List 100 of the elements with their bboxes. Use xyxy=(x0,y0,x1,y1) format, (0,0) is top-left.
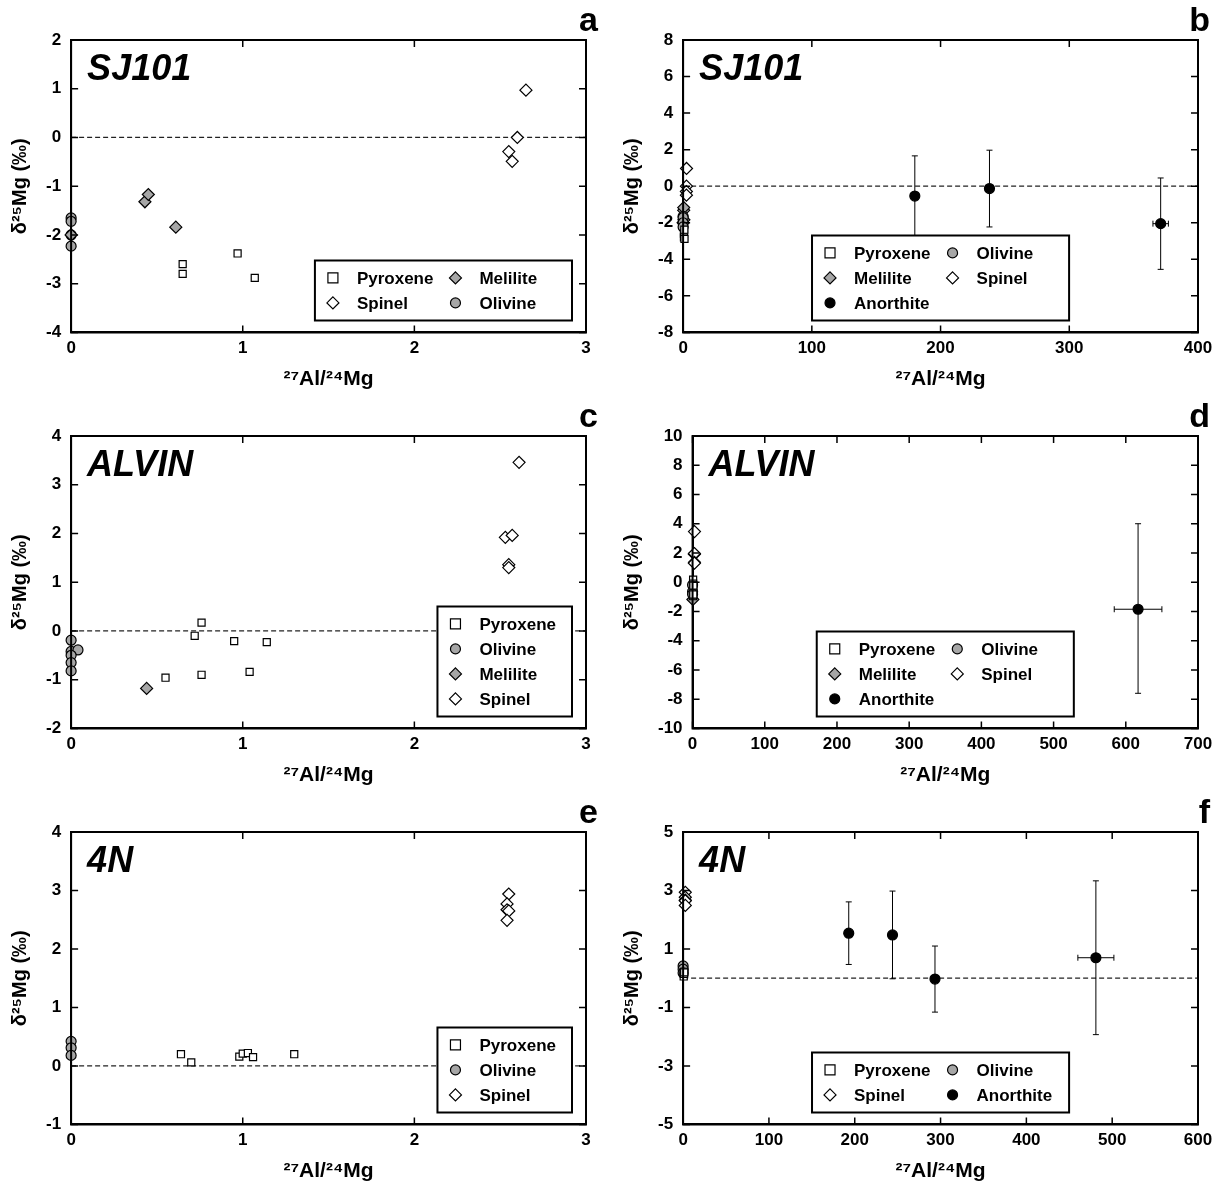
y-tick-label: 4 xyxy=(673,513,684,533)
x-tick-label: 2 xyxy=(409,734,420,754)
point xyxy=(843,927,855,939)
y-axis-title: δ²⁵Mg (‰) xyxy=(7,138,30,235)
y-tick-label: -4 xyxy=(45,322,62,342)
y-tick-label: -5 xyxy=(657,1114,674,1134)
x-tick-label: 100 xyxy=(754,1130,784,1150)
legend-label: Melilite xyxy=(479,268,538,288)
point xyxy=(230,637,239,646)
x-tick-label: 500 xyxy=(1098,1130,1127,1150)
legend-label: Anorthite xyxy=(854,293,930,313)
x-tick-label: 200 xyxy=(840,1130,869,1150)
x-tick-label: 3 xyxy=(581,734,591,754)
point xyxy=(262,638,271,647)
y-axis-title: δ²⁵Mg (‰) xyxy=(619,534,642,631)
legend-label: Melilite xyxy=(479,664,538,684)
x-tick-label: 2 xyxy=(409,1130,420,1150)
y-tick-label: 2 xyxy=(51,938,62,958)
legend-label: Spinel xyxy=(981,664,1033,684)
point xyxy=(248,1053,258,1062)
legend-label: Spinel xyxy=(356,293,408,313)
x-axis-title: ²⁷Al/²⁴Mg xyxy=(900,762,991,786)
x-axis-title: ²⁷Al/²⁴Mg xyxy=(283,1158,374,1182)
x-tick-label: 1 xyxy=(238,734,248,754)
y-tick-label: -6 xyxy=(657,285,674,305)
y-axis-title: δ²⁵Mg (‰) xyxy=(7,930,30,1027)
point xyxy=(519,83,533,97)
point xyxy=(929,973,941,985)
y-tick-label: 1 xyxy=(663,938,674,958)
point xyxy=(505,154,519,168)
y-tick-label: 8 xyxy=(673,454,683,474)
y-tick-label: 5 xyxy=(663,821,674,841)
point xyxy=(178,260,187,269)
x-axis-title: ²⁷Al/²⁴Mg xyxy=(895,366,986,390)
legend-label: Melilite xyxy=(858,664,917,684)
y-tick-label: -4 xyxy=(657,248,674,268)
legend-label: Pyroxene xyxy=(479,614,557,634)
y-tick-label: 2 xyxy=(673,542,683,562)
point xyxy=(197,618,206,627)
legend-label: Pyroxene xyxy=(858,639,936,659)
x-tick-label: 600 xyxy=(1183,1130,1213,1150)
y-tick-label: 4 xyxy=(51,821,62,841)
y-tick-label: 3 xyxy=(51,880,62,900)
y-axis-title: δ²⁵Mg (‰) xyxy=(619,138,642,235)
point xyxy=(141,187,155,202)
legend-label: Olivine xyxy=(981,639,1038,659)
y-tick-label: -3 xyxy=(657,1055,674,1075)
point xyxy=(505,528,519,543)
legend-label: Spinel xyxy=(479,689,531,709)
point xyxy=(169,220,183,234)
x-tick-label: 0 xyxy=(687,734,698,754)
y-tick-label: -4 xyxy=(667,630,684,650)
x-tick-label: 2 xyxy=(409,338,420,358)
annotation: 4N xyxy=(86,838,135,880)
legend-label: Pyroxene xyxy=(854,243,931,263)
y-tick-label: -2 xyxy=(45,718,62,738)
y-tick-label: 0 xyxy=(663,175,674,195)
y-tick-label: -2 xyxy=(45,224,62,244)
point xyxy=(1132,603,1144,615)
y-tick-label: -2 xyxy=(657,212,674,232)
y-tick-label: 1 xyxy=(51,997,62,1017)
point xyxy=(161,673,170,682)
y-tick-label: -8 xyxy=(657,322,674,342)
x-tick-label: 500 xyxy=(1039,734,1068,754)
chart-title: d xyxy=(1189,396,1210,434)
x-tick-label: 0 xyxy=(66,1130,76,1150)
legend-label: Olivine xyxy=(479,639,537,659)
x-tick-label: 100 xyxy=(797,338,827,358)
legend-label: Spinel xyxy=(854,1085,906,1105)
x-axis-title: ²⁷Al/²⁴Mg xyxy=(895,1158,986,1182)
y-axis-title: δ²⁵Mg (‰) xyxy=(7,534,30,631)
point xyxy=(176,1050,186,1059)
y-tick-label: 0 xyxy=(51,127,62,147)
y-tick-label: 1 xyxy=(51,78,62,98)
point xyxy=(233,249,242,258)
y-tick-label: 1 xyxy=(51,571,62,591)
x-tick-label: 100 xyxy=(750,734,779,754)
y-tick-label: -1 xyxy=(45,1114,62,1134)
point xyxy=(190,631,199,640)
legend-label: Olivine xyxy=(976,1060,1034,1080)
x-tick-label: 3 xyxy=(581,1130,591,1150)
y-tick-label: 4 xyxy=(51,425,62,445)
point xyxy=(245,667,254,677)
x-axis-title: ²⁷Al/²⁴Mg xyxy=(283,762,374,786)
chart-title: a xyxy=(579,0,598,38)
legend-label: Olivine xyxy=(976,243,1034,263)
legend-label: Pyroxene xyxy=(479,1035,557,1055)
y-tick-label: 2 xyxy=(51,523,62,543)
x-tick-label: 600 xyxy=(1111,734,1140,754)
point xyxy=(250,273,259,282)
point xyxy=(502,887,516,901)
legend-label: Olivine xyxy=(479,293,537,313)
y-tick-label: 6 xyxy=(663,66,674,86)
y-tick-label: 2 xyxy=(663,139,674,159)
annotation: ALVIN xyxy=(707,442,816,484)
y-tick-label: 3 xyxy=(51,474,62,494)
y-tick-label: 3 xyxy=(663,880,674,900)
y-tick-label: 0 xyxy=(673,571,683,591)
point xyxy=(140,681,154,696)
y-tick-label: -1 xyxy=(657,997,674,1017)
